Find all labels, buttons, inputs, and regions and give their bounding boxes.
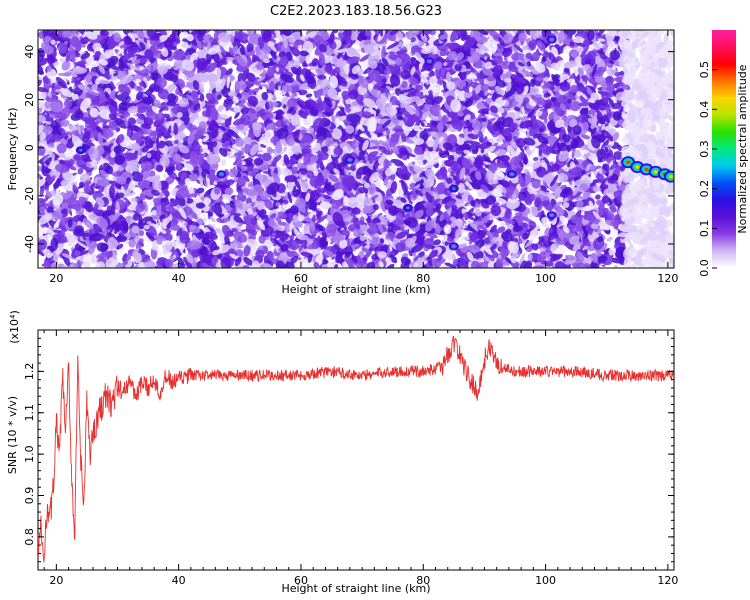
spectrogram-texture-blob — [208, 211, 213, 218]
spectrogram-texture-blob — [548, 224, 560, 237]
spectrogram-texture-blob — [619, 82, 631, 91]
spectrogram-texture-blob — [128, 239, 136, 248]
spectrogram-texture-blob — [602, 163, 611, 172]
spectrogram-texture-blob — [122, 191, 136, 197]
spectrogram-texture-blob — [201, 212, 207, 220]
spectrogram-texture-blob — [282, 199, 289, 205]
spectrogram-texture-blob — [130, 197, 138, 202]
spectrogram-texture-blob — [496, 226, 506, 234]
spectrogram-texture-blob — [613, 151, 623, 160]
spectrogram-texture-blob — [105, 138, 116, 149]
spectrogram-content — [38, 30, 674, 268]
spectrogram-texture-blob — [146, 95, 154, 104]
spectrogram-texture-blob — [442, 80, 449, 93]
spectrogram-texture-blob — [192, 261, 202, 268]
spectrogram-texture-blob — [611, 131, 620, 142]
spectrogram-texture-blob — [53, 61, 60, 67]
spectrogram-texture-blob — [179, 30, 193, 36]
spectrogram-texture-blob — [321, 77, 334, 89]
spectrogram-texture-blob — [305, 93, 313, 98]
chart-title: C2E2.2023.183.18.56.G23 — [270, 4, 442, 19]
spectrogram-texture-blob — [44, 100, 51, 109]
spectrogram-texture-blob — [164, 233, 173, 242]
spectrogram-texture-blob — [310, 67, 318, 76]
spectrogram-texture-blob — [146, 38, 152, 50]
spectrogram-texture-blob — [99, 170, 109, 178]
